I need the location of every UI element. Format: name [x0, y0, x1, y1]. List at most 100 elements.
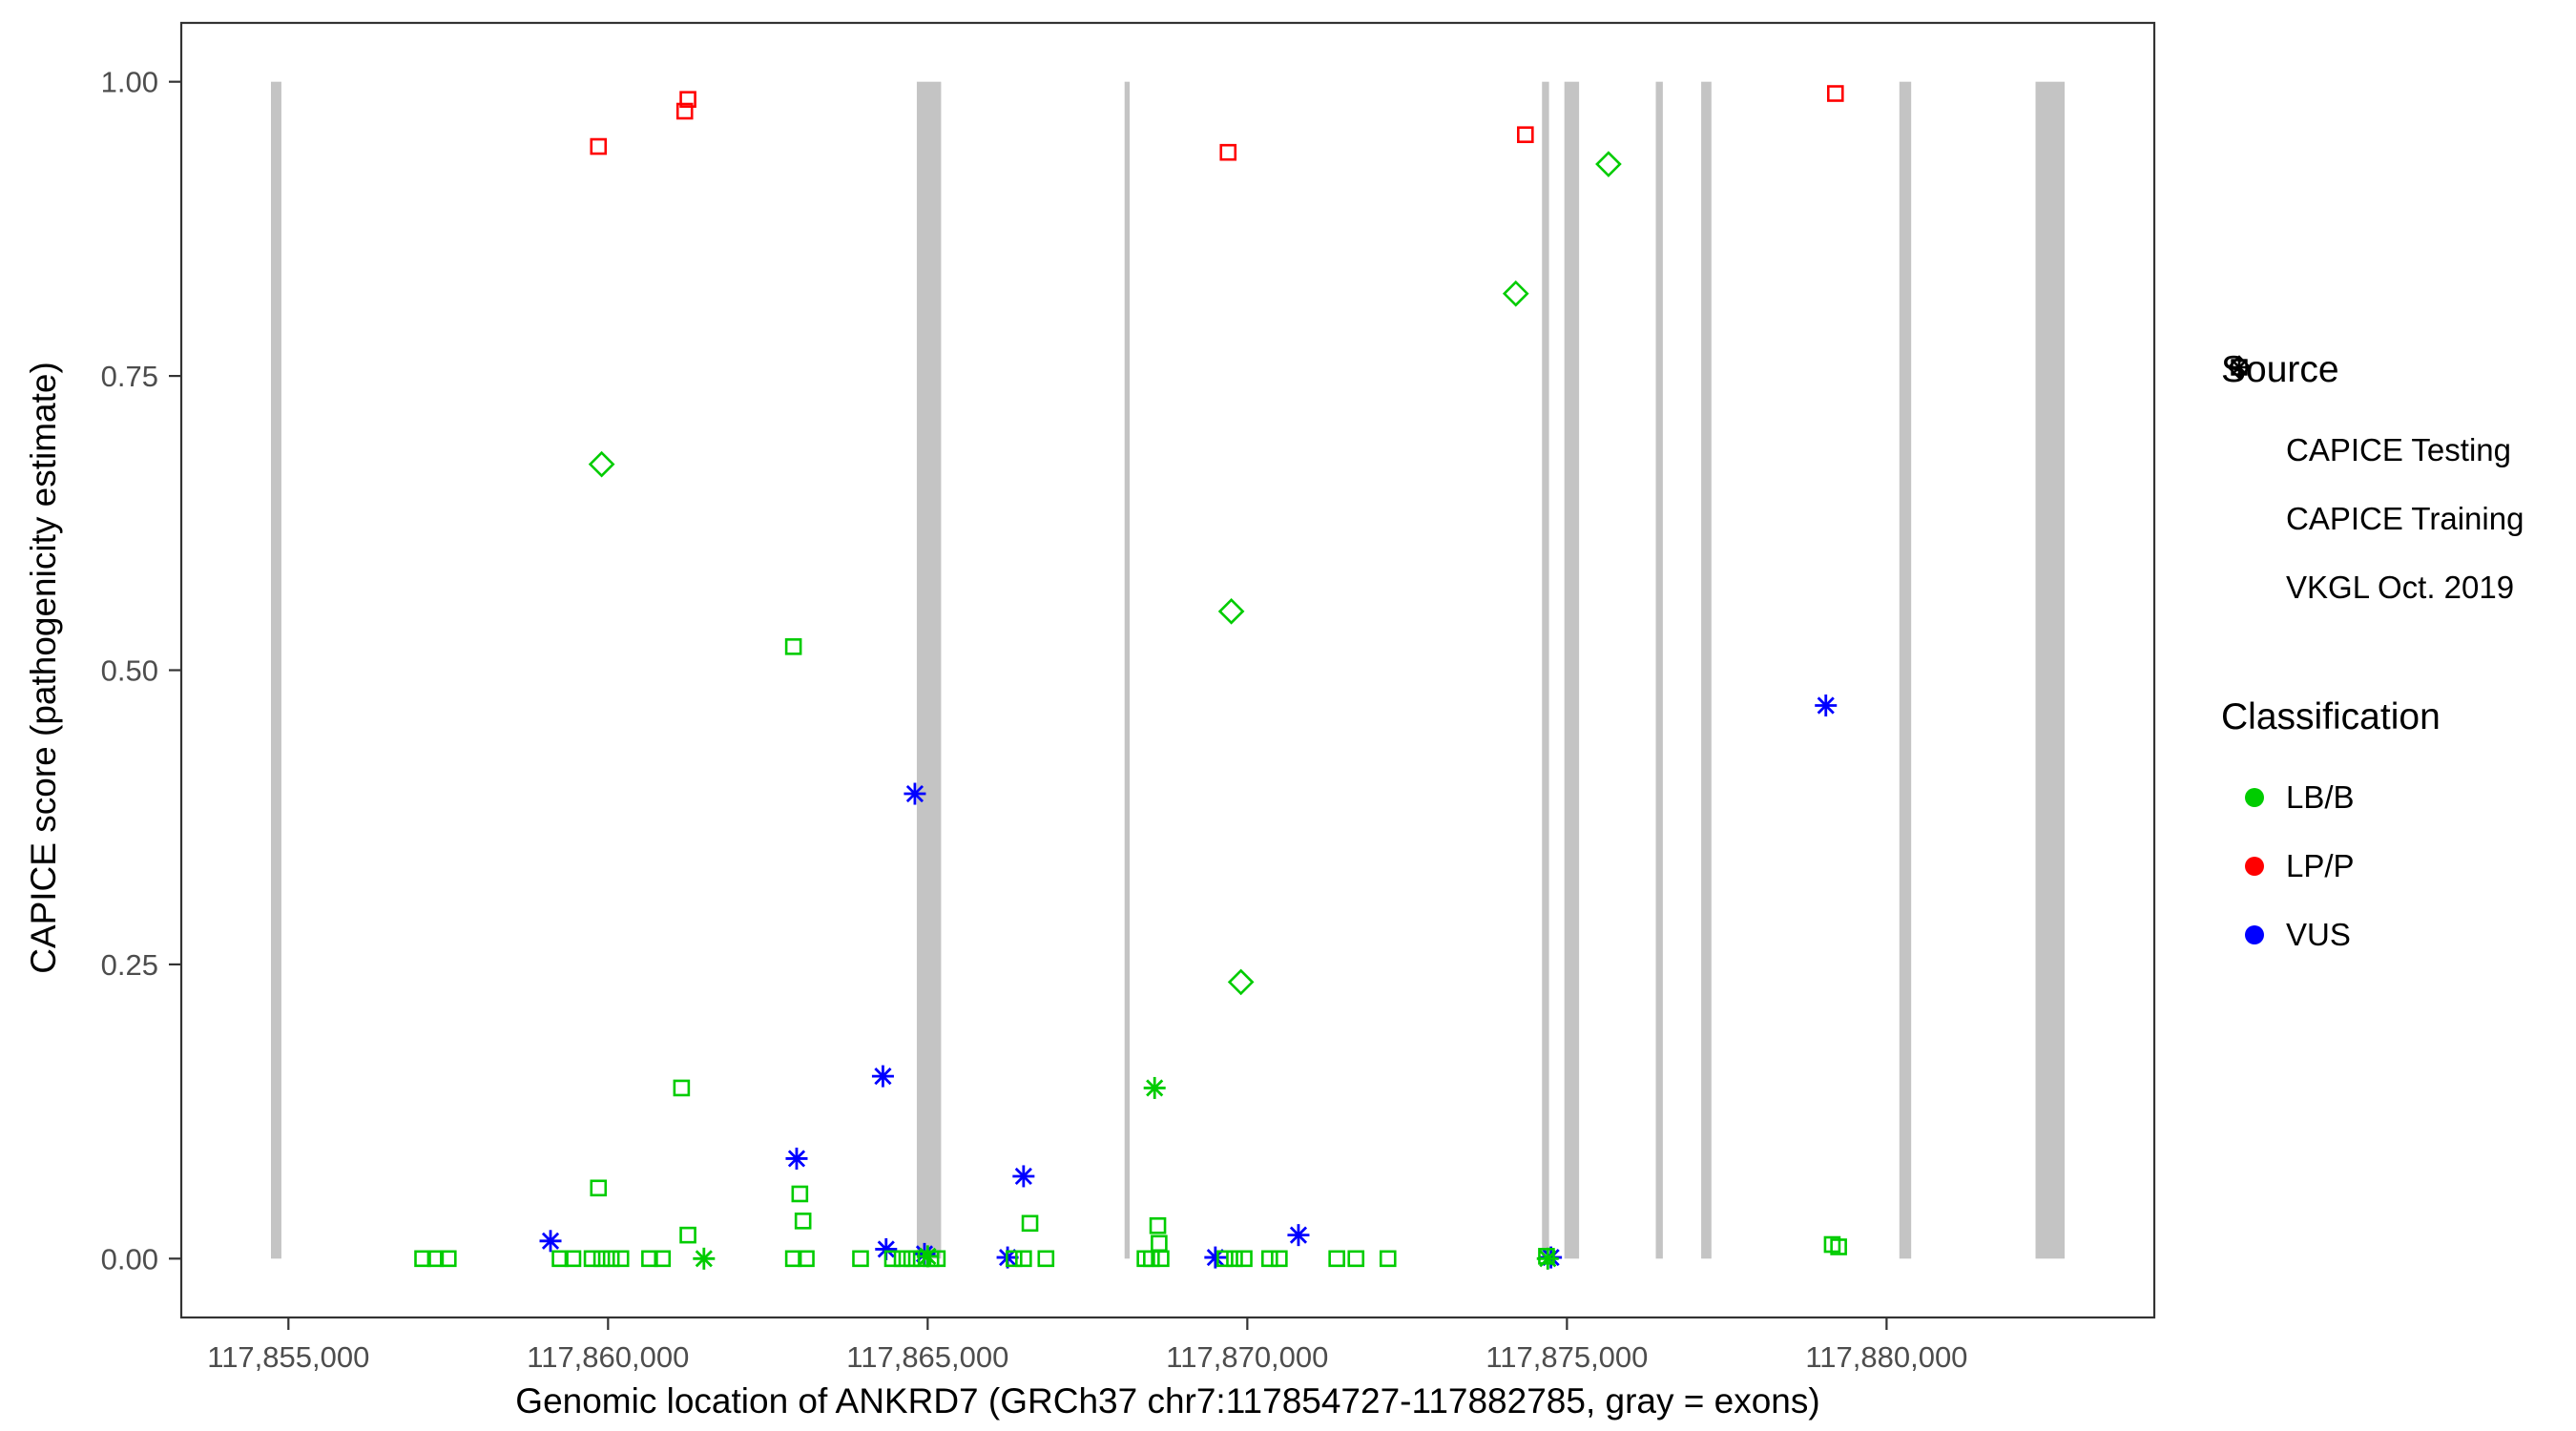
x-tick-label: 117,865,000 [846, 1340, 1008, 1374]
point-asterisk [1287, 1224, 1310, 1247]
point-square [1143, 1250, 1160, 1268]
point-square [1005, 1250, 1023, 1268]
point-square [1328, 1250, 1345, 1268]
point-square [893, 1250, 911, 1268]
point-square [928, 1250, 946, 1268]
legend-item-label: CAPICE Testing [2286, 432, 2511, 467]
point-square [673, 1079, 691, 1097]
x-tick-label: 117,855,000 [207, 1340, 369, 1374]
point-square [1271, 1250, 1288, 1268]
point-square [590, 137, 608, 156]
point-square [1216, 1250, 1234, 1268]
legend: Source CAPICE Testing CAPICE Training [2221, 349, 2524, 969]
green-dot-icon [2233, 788, 2276, 807]
point-square [1015, 1250, 1032, 1268]
point-square [794, 1213, 812, 1230]
point-square [1261, 1250, 1278, 1268]
data-points [414, 85, 1847, 1270]
legend-item-label: CAPICE Training [2286, 501, 2524, 536]
point-asterisk [871, 1065, 894, 1088]
point-square [602, 1250, 620, 1268]
point-square [612, 1250, 630, 1268]
legend-item-capice-testing: CAPICE Testing [2221, 355, 2524, 485]
panel-border [179, 21, 2156, 1319]
point-square [903, 1250, 921, 1268]
legend-source: Source CAPICE Testing CAPICE Training [2221, 349, 2524, 622]
point-square [784, 1250, 802, 1268]
point-diamond [1217, 597, 1245, 625]
point-square [1236, 1250, 1253, 1268]
blue-dot-icon [2233, 925, 2276, 944]
point-square [679, 1226, 696, 1244]
point-diamond [1227, 968, 1255, 996]
point-square [798, 1250, 815, 1268]
legend-source-title: Source [2221, 349, 2339, 390]
point-square [784, 638, 802, 655]
point-square [675, 102, 694, 120]
exon-bar [916, 81, 942, 1259]
point-square [883, 1250, 902, 1268]
y-tick-label: 0.00 [101, 1242, 158, 1275]
legend-item-vkgl: VKGL Oct. 2019 [2221, 357, 2524, 622]
y-axis: 0.00 0.25 0.50 0.75 1.00 [101, 66, 181, 1275]
point-asterisk [1012, 1165, 1035, 1188]
point-square [564, 1250, 582, 1268]
point-square [551, 1250, 569, 1268]
point-square [1826, 85, 1844, 102]
y-axis-title: CAPICE score (pathogenicity estimate) [24, 362, 63, 974]
point-asterisk [1815, 695, 1838, 717]
point-asterisk [539, 1230, 562, 1253]
point-square [590, 1179, 608, 1197]
point-square [641, 1250, 658, 1268]
point-square [1226, 1250, 1243, 1268]
legend-item-label: LP/P [2286, 848, 2355, 883]
x-axis: 117,855,000 117,860,000 117,865,000 117,870… [207, 1317, 1967, 1374]
legend-classification-title: Classification [2221, 696, 2441, 737]
point-square [426, 1250, 445, 1268]
legend-item-capice-training: CAPICE Training [2221, 359, 2524, 553]
point-asterisk [693, 1247, 716, 1270]
point-square [1037, 1250, 1055, 1268]
exon-bar [271, 81, 281, 1259]
point-square [1379, 1250, 1397, 1268]
point-square [592, 1250, 611, 1268]
x-tick-label: 117,870,000 [1166, 1340, 1328, 1374]
point-square [1149, 1216, 1167, 1234]
point-square [414, 1250, 431, 1268]
x-axis-title: Genomic location of ANKRD7 (GRCh37 chr7:… [515, 1381, 1820, 1421]
legend-item-lbb: LB/B [2221, 763, 2524, 832]
point-square [654, 1250, 672, 1268]
point-square [1830, 1238, 1847, 1255]
x-tick-label: 117,880,000 [1805, 1340, 1967, 1374]
point-square [440, 1250, 457, 1268]
point-asterisk [1143, 1076, 1166, 1099]
exon-bar [2035, 81, 2065, 1259]
point-diamond [588, 450, 615, 478]
point-square [912, 1250, 930, 1268]
point-square [583, 1250, 601, 1268]
exon-bar [1701, 81, 1712, 1259]
legend-item-label: VKGL Oct. 2019 [2286, 570, 2515, 605]
point-square [1538, 1248, 1555, 1265]
point-square [1151, 1234, 1168, 1253]
point-asterisk [785, 1147, 808, 1170]
point-square [1517, 126, 1534, 143]
legend-item-vus: VUS [2221, 901, 2524, 969]
x-tick-label: 117,875,000 [1485, 1340, 1648, 1374]
point-square [1153, 1250, 1170, 1268]
exon-bar [1564, 81, 1580, 1259]
exon-bar [1542, 81, 1549, 1259]
exon-bar [1124, 81, 1131, 1259]
y-tick-label: 0.25 [101, 948, 158, 982]
point-square [1347, 1250, 1365, 1268]
point-diamond [1502, 280, 1529, 307]
point-diamond [1595, 151, 1622, 177]
x-tick-label: 117,860,000 [527, 1340, 689, 1374]
legend-item-label: LB/B [2286, 779, 2355, 815]
point-square [1219, 143, 1237, 161]
point-square [791, 1185, 809, 1203]
exon-bars [271, 81, 2065, 1259]
exon-bar [1655, 81, 1663, 1259]
